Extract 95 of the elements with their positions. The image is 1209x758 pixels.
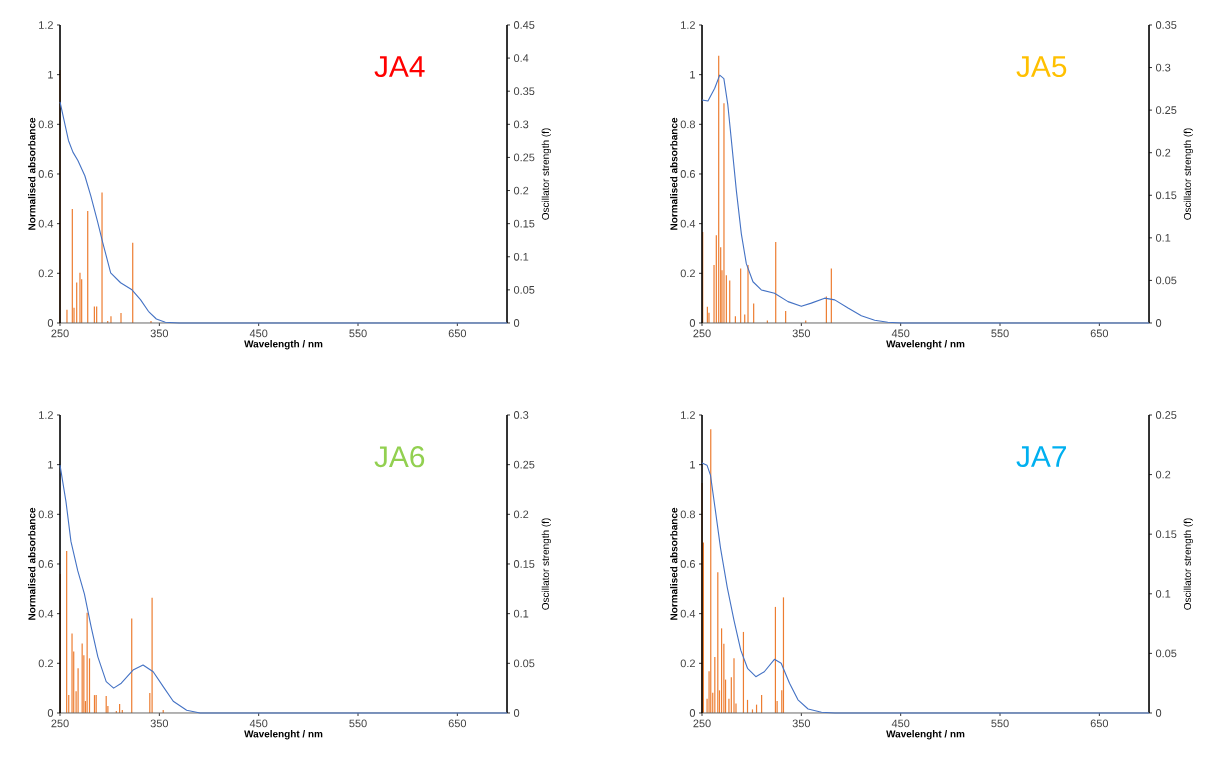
x-tick-label: 650 [1090, 719, 1109, 728]
y2-tick-label: 0.2 [1155, 470, 1171, 479]
x-tick-label: 450 [249, 329, 268, 338]
y2-tick-label: 0.35 [513, 87, 535, 96]
y-tick-label: 0.2 [38, 269, 53, 278]
y2-tick-label: 0.25 [513, 460, 535, 469]
x-tick-label: 250 [51, 329, 69, 338]
x-tick-label: 250 [693, 329, 711, 338]
y-tick-label: 1.2 [39, 411, 53, 419]
y2-tick-label: 0.3 [513, 120, 529, 129]
y2-tick-label: 0 [513, 709, 520, 717]
y2-tick-label: 0.3 [513, 411, 529, 419]
y-tick-label: 1 [690, 70, 695, 79]
y-tick-label: 0.2 [680, 269, 695, 278]
y2-tick-label: 0.05 [513, 659, 535, 668]
y2-tick-label: 0.05 [1155, 649, 1177, 658]
y-tick-label: 0.6 [38, 560, 53, 568]
y-axis-title: Normalised absorbance [28, 117, 36, 230]
y-tick-label: 0 [689, 709, 696, 717]
x-tick-label: 350 [792, 329, 811, 338]
y2-axis-title: Oscillator strength (f) [1183, 518, 1193, 610]
y2-tick-label: 0.25 [1155, 411, 1177, 419]
y-tick-label: 1 [48, 70, 53, 79]
y2-tick-label: 0.2 [513, 186, 529, 195]
y2-tick-label: 0 [1155, 709, 1162, 717]
y-tick-label: 1 [690, 460, 695, 469]
x-axis-title: Wavelenght / nm [244, 730, 323, 740]
x-axis-title: Wavelenght / nm [886, 340, 965, 350]
x-tick-label: 250 [693, 719, 711, 728]
x-axis-title: Wavelength / nm [244, 340, 323, 350]
y-tick-label: 0 [47, 319, 54, 327]
text: JA4 [374, 56, 425, 78]
y2-tick-label: 0.1 [1155, 233, 1171, 242]
x-tick-label: 650 [448, 329, 467, 338]
x-tick-label: 650 [448, 719, 467, 728]
y-tick-label: 1 [48, 460, 53, 469]
x-tick-label: 350 [150, 329, 169, 338]
x-tick-label: 550 [349, 329, 367, 338]
y2-tick-label: 0.15 [513, 219, 535, 228]
y2-axis-title: Oscillator strength (f) [541, 128, 551, 220]
y-tick-label: 0.8 [38, 120, 53, 129]
y-tick-label: 0.4 [680, 609, 696, 618]
y-axis-title: Normalised absorbance [28, 507, 36, 620]
x-tick-label: 450 [891, 329, 910, 338]
y2-tick-label: 0 [513, 319, 520, 327]
y2-tick-label: 0.2 [1155, 148, 1171, 157]
y-tick-label: 1.2 [681, 411, 695, 419]
x-tick-label: 550 [991, 329, 1009, 338]
y2-tick-label: 0.1 [1155, 589, 1171, 598]
y-tick-label: 0.8 [680, 120, 696, 129]
x-tick-label: 550 [349, 719, 367, 728]
y-tick-label: 0 [689, 319, 696, 327]
y2-tick-label: 0.35 [1155, 21, 1177, 29]
y-tick-label: 0.2 [680, 659, 695, 668]
y2-tick-label: 0.1 [513, 252, 529, 261]
y-axis-title: Normalised absorbance [670, 507, 678, 620]
x-tick-label: 550 [991, 719, 1009, 728]
y2-tick-label: 0.3 [1155, 63, 1171, 72]
y2-tick-label: 0.15 [513, 560, 535, 568]
y2-tick-label: 0.05 [1155, 276, 1177, 285]
y2-axis-title: Oscillator strength (f) [1183, 128, 1193, 220]
y-tick-label: 0.6 [680, 170, 696, 178]
x-tick-label: 450 [891, 719, 910, 728]
y-tick-label: 0 [47, 709, 54, 717]
y2-tick-label: 0 [1155, 319, 1162, 327]
x-tick-label: 450 [249, 719, 268, 728]
y2-tick-label: 0.05 [513, 286, 535, 294]
y-tick-label: 0.8 [680, 510, 696, 519]
y-tick-label: 0.4 [38, 219, 54, 228]
y-tick-label: 0.8 [38, 510, 53, 519]
x-tick-label: 650 [1090, 329, 1109, 338]
y2-tick-label: 0.45 [513, 21, 535, 29]
y-tick-label: 1.2 [681, 21, 695, 29]
y-tick-label: 1.2 [39, 21, 53, 29]
y-tick-label: 0.6 [38, 170, 53, 178]
x-tick-label: 250 [51, 719, 69, 728]
x-tick-label: 350 [792, 719, 811, 728]
text: JA6 [374, 446, 425, 468]
y-tick-label: 0.6 [680, 560, 696, 568]
y2-axis-title: Oscillator strength (f) [541, 518, 551, 610]
y-axis-title: Normalised absorbance [670, 117, 678, 230]
y2-tick-label: 0.15 [1155, 530, 1177, 539]
x-axis-title: Wavelenght / nm [886, 730, 965, 740]
y2-tick-label: 0.4 [513, 54, 529, 62]
y2-tick-label: 0.1 [513, 609, 529, 618]
y2-tick-label: 0.2 [513, 510, 529, 519]
y2-tick-label: 0.25 [513, 153, 535, 162]
y-tick-label: 0.2 [38, 659, 53, 668]
y-tick-label: 0.4 [680, 219, 696, 228]
y-tick-label: 0.4 [38, 609, 54, 618]
x-tick-label: 350 [150, 719, 169, 728]
y2-tick-label: 0.25 [1155, 106, 1177, 115]
text: JA7 [1016, 446, 1066, 468]
text: JA5 [1016, 56, 1067, 78]
y2-tick-label: 0.15 [1155, 191, 1177, 200]
